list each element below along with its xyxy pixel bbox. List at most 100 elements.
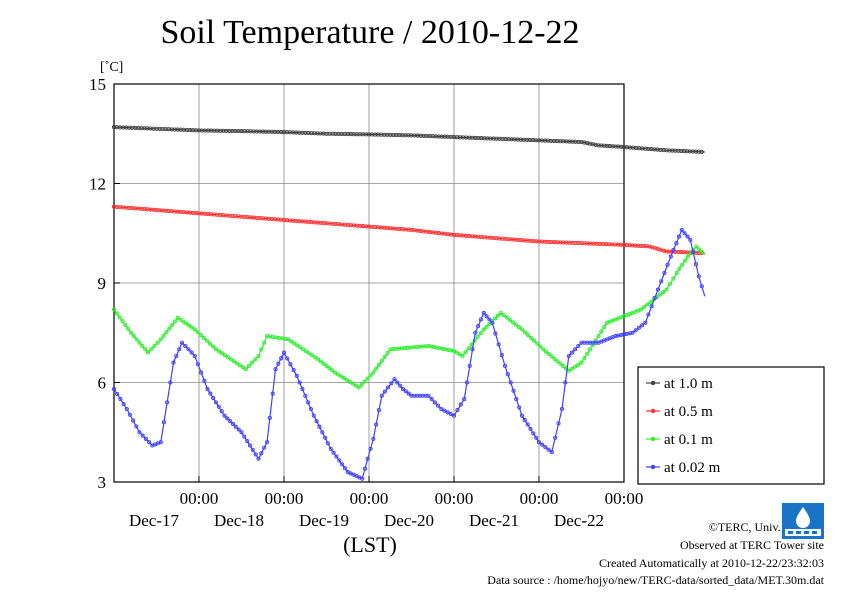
data-point	[338, 374, 344, 379]
data-point	[599, 329, 604, 334]
data-point	[426, 393, 431, 398]
data-point	[522, 330, 528, 335]
data-point	[386, 385, 391, 390]
data-point	[234, 361, 239, 366]
data-point	[304, 349, 309, 354]
data-point	[541, 347, 546, 352]
x-tick-time-label: 00:00	[350, 489, 389, 508]
data-point	[460, 353, 465, 359]
data-point	[213, 400, 219, 405]
data-point	[155, 340, 160, 345]
data-point	[131, 334, 136, 339]
series-at-0-1-m	[111, 244, 706, 390]
legend-box	[637, 366, 825, 485]
data-point	[111, 307, 117, 312]
data-point	[470, 347, 475, 352]
y-tick-label: 3	[98, 473, 107, 492]
data-point	[137, 340, 142, 345]
data-point	[467, 363, 472, 368]
data-point	[165, 400, 170, 405]
data-point	[519, 327, 525, 332]
data-point	[501, 313, 506, 318]
data-point	[208, 391, 213, 396]
data-point	[161, 420, 166, 425]
legend-item: at 1.0 m	[646, 376, 713, 392]
data-point	[314, 419, 319, 424]
data-point	[645, 302, 650, 307]
data-point	[679, 227, 684, 232]
data-point	[341, 376, 346, 381]
data-point	[513, 322, 518, 327]
data-point	[195, 330, 200, 335]
data-point	[337, 458, 342, 463]
data-point	[228, 357, 233, 362]
data-point	[230, 421, 236, 427]
data-point	[118, 397, 123, 402]
data-point	[688, 237, 693, 242]
data-point	[186, 347, 191, 352]
data-point	[464, 380, 470, 385]
data-point	[233, 424, 238, 429]
data-point	[320, 430, 325, 435]
data-point	[147, 440, 152, 445]
legend-item: at 0.02 m	[646, 460, 721, 476]
data-point	[140, 433, 145, 438]
data-point	[429, 397, 434, 402]
data-point	[120, 319, 125, 324]
data-point	[286, 337, 291, 342]
data-point	[256, 353, 261, 359]
data-point	[587, 347, 593, 352]
data-point	[585, 351, 590, 356]
data-point	[685, 234, 690, 239]
data-point	[376, 408, 381, 413]
data-point	[636, 325, 641, 330]
data-point	[685, 254, 690, 259]
data-point	[285, 356, 290, 361]
observation-site-text: Observed at TERC Tower site	[679, 538, 824, 552]
data-point	[307, 351, 312, 356]
data-point	[658, 292, 663, 297]
data-point	[170, 322, 175, 328]
data-point	[646, 312, 651, 317]
data-point	[192, 327, 197, 332]
data-point	[149, 347, 154, 352]
data-point	[516, 325, 522, 330]
data-point	[671, 247, 676, 252]
data-point	[525, 422, 530, 427]
data-point	[297, 380, 302, 385]
data-point	[406, 391, 411, 396]
legend-label: at 0.5 m	[664, 404, 713, 420]
data-point	[493, 331, 498, 336]
x-tick-time-label: 00:00	[605, 489, 644, 508]
data-point	[143, 347, 148, 352]
data-point	[448, 411, 453, 417]
data-point	[201, 335, 206, 341]
data-point	[563, 380, 568, 385]
data-point	[253, 452, 258, 457]
data-point	[179, 340, 185, 345]
data-point	[499, 353, 504, 358]
data-point	[247, 443, 253, 448]
data-point	[642, 304, 647, 310]
data-point	[458, 402, 463, 407]
data-point	[332, 370, 338, 375]
data-point	[210, 344, 216, 349]
x-tick-time-label: 00:00	[435, 489, 474, 508]
data-point	[659, 279, 664, 284]
data-point	[183, 343, 188, 349]
data-point	[198, 333, 203, 338]
data-point	[630, 330, 635, 335]
data-point	[677, 266, 682, 271]
legend-item: at 0.5 m	[646, 404, 713, 420]
data-point	[511, 388, 516, 393]
data-point	[697, 247, 702, 252]
y-tick-label: 15	[89, 75, 106, 94]
data-point	[298, 345, 303, 350]
data-point	[699, 149, 704, 154]
data-point	[451, 413, 457, 418]
data-point	[242, 434, 247, 439]
legend-swatch-marker	[650, 380, 656, 386]
data-point	[259, 451, 264, 456]
data-point	[680, 262, 685, 267]
data-point	[528, 426, 533, 431]
